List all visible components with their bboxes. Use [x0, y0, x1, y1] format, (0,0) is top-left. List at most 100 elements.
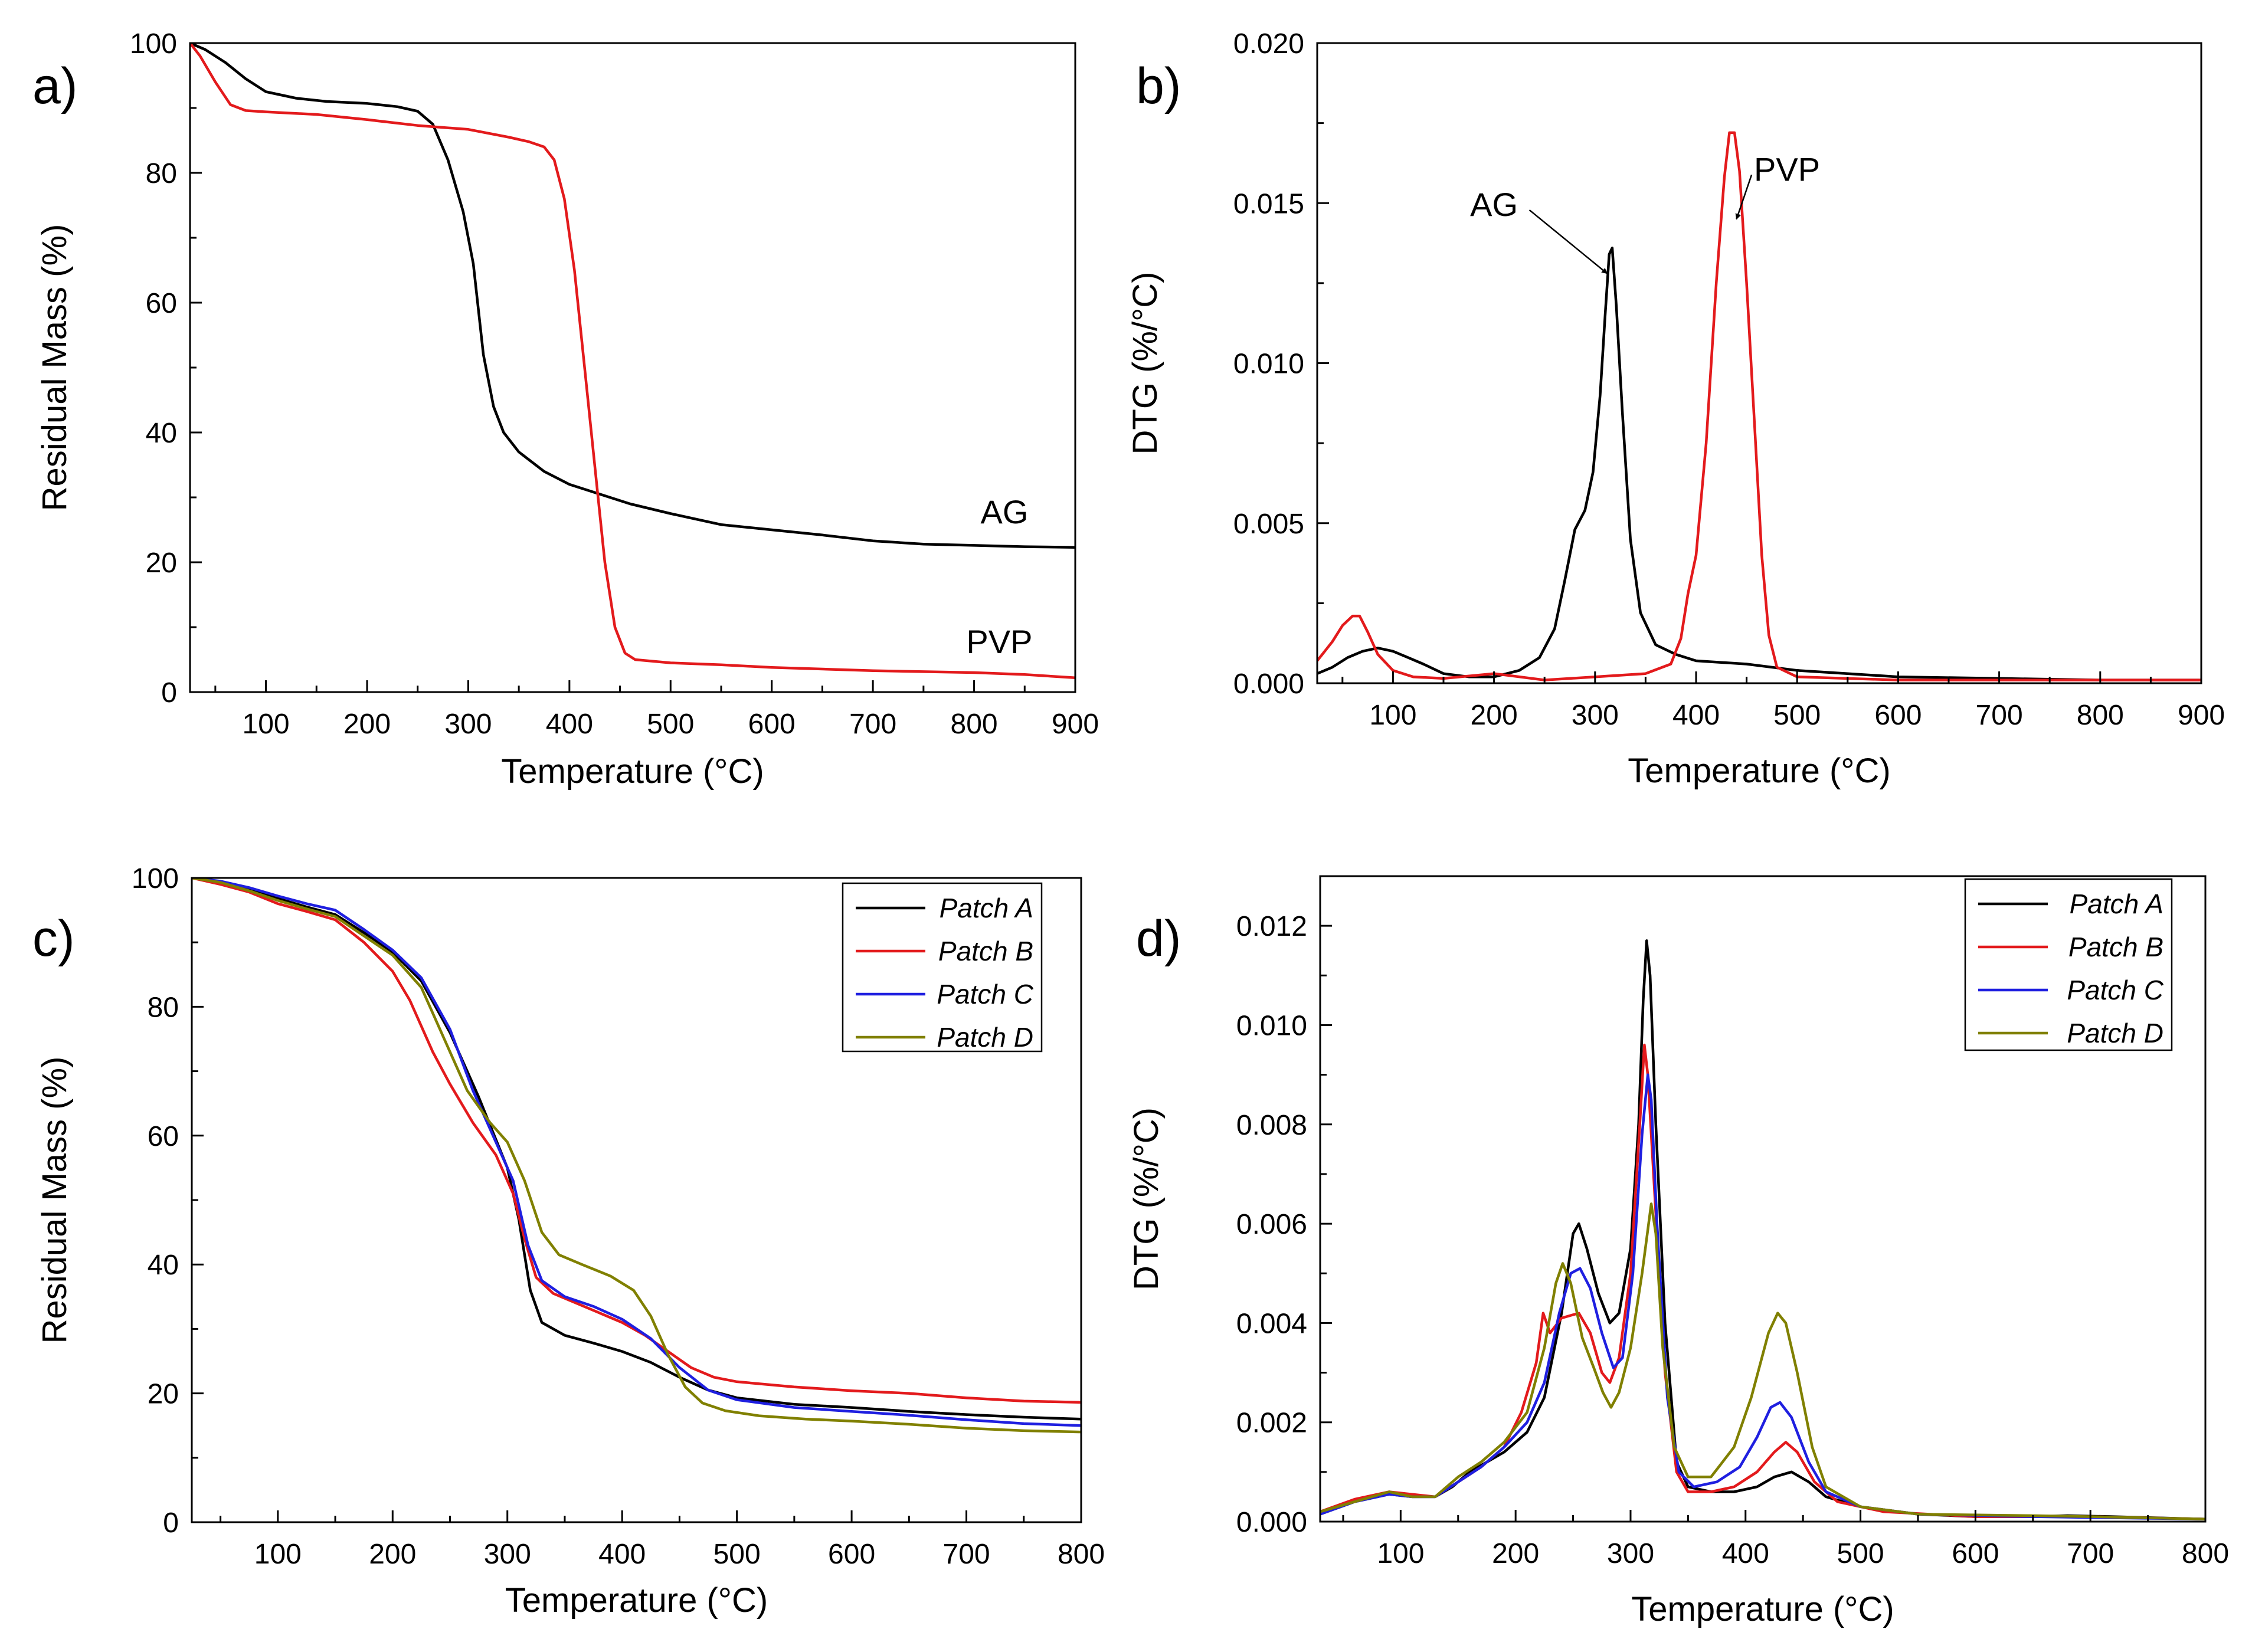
y-tick-label: 80	[148, 992, 179, 1023]
y-tick-label: 0.008	[1236, 1110, 1307, 1141]
series-line-ag	[190, 43, 1075, 549]
y-tick-label: 60	[146, 288, 177, 319]
x-tick-label: 600	[1952, 1538, 1999, 1569]
y-tick-label: 20	[146, 548, 177, 579]
x-tick-label: 300	[484, 1539, 531, 1570]
series-line-patch-c	[1320, 1073, 2205, 1521]
annotation-ag: AG	[981, 493, 1029, 530]
series-line-patch-c	[192, 878, 1081, 1427]
x-tick-label: 200	[369, 1539, 416, 1570]
legend-label: Patch B	[2068, 932, 2163, 962]
x-tick-label: 500	[1773, 700, 1821, 731]
y-tick-label: 0.002	[1236, 1408, 1307, 1439]
x-tick-label: 400	[546, 709, 593, 740]
y-tick-label: 0.010	[1233, 349, 1304, 380]
x-tick-label: 100	[254, 1539, 302, 1570]
annotation-pvp: PVP	[1754, 150, 1820, 188]
series-line-patch-d	[1320, 1202, 2205, 1521]
panel-label-c: c)	[32, 910, 75, 967]
legend-label: Patch D	[937, 1022, 1033, 1053]
x-tick-label: 500	[647, 709, 694, 740]
series-line-patch-a	[192, 878, 1081, 1421]
x-tick-label: 600	[1874, 700, 1922, 731]
panel-a: a) 100 200 300 400 500 600 700 800 900 0 20 40 60 80 10…	[32, 28, 1099, 791]
panel-b: b) 100 200 300 400 500 600 700 800 900 0.000 0.005 0…	[1126, 28, 2225, 790]
panel-label-b: b)	[1136, 58, 1181, 114]
legend-box	[1964, 878, 2173, 1051]
y-axis-label: DTG (%/°C)	[1127, 1107, 1166, 1290]
x-axis-label: Temperature (°C)	[1631, 1590, 1894, 1628]
y-tick-label: 40	[148, 1250, 179, 1281]
panel-label-a: a)	[32, 58, 77, 114]
plot-frame	[1319, 875, 2207, 1523]
y-tick-label: 0.000	[1233, 668, 1304, 700]
x-tick-label: 100	[1377, 1538, 1424, 1569]
x-tick-label: 800	[2182, 1538, 2229, 1569]
y-tick-label: 0.004	[1236, 1308, 1307, 1339]
y-tick-label: 0.012	[1236, 911, 1307, 942]
x-tick-label: 200	[1492, 1538, 1539, 1569]
y-tick-label: 0.020	[1233, 28, 1304, 60]
x-tick-label: 300	[444, 709, 492, 740]
x-tick-label: 700	[2067, 1538, 2114, 1569]
y-tick-label: 0.000	[1236, 1507, 1307, 1538]
legend-label: Patch D	[2067, 1018, 2163, 1048]
x-tick-label: 100	[243, 709, 290, 740]
panel-c: c) 100 200 300 400 500 600 700 800 0 20 40 60 80 100 Te…	[32, 863, 1105, 1620]
series-line-pvp	[190, 43, 1075, 680]
panel-label-d: d)	[1136, 910, 1181, 967]
x-tick-label: 900	[1052, 709, 1099, 740]
x-tick-label: 900	[2178, 700, 2225, 731]
legend: Patch A Patch B Patch C Patch D	[1964, 878, 2173, 1051]
y-tick-label: 0	[163, 1507, 179, 1539]
x-axis-label: Temperature (°C)	[505, 1581, 768, 1620]
series-line-ag	[1317, 246, 2201, 681]
x-tick-label: 300	[1572, 700, 1619, 731]
x-tick-label: 200	[343, 709, 391, 740]
annotation-pvp: PVP	[966, 623, 1032, 660]
x-tick-label: 400	[1672, 700, 1720, 731]
x-axis-label: Temperature (°C)	[1628, 752, 1890, 790]
legend-label: Patch A	[2070, 889, 2163, 919]
legend: Patch A Patch B Patch C Patch D	[842, 882, 1043, 1053]
legend-label: Patch A	[940, 893, 1033, 923]
y-tick-label: 60	[148, 1121, 179, 1152]
x-tick-label: 700	[1976, 700, 2023, 731]
x-tick-label: 400	[1722, 1538, 1769, 1569]
y-tick-label: 100	[132, 863, 179, 894]
x-tick-label: 700	[849, 709, 896, 740]
x-tick-label: 500	[1837, 1538, 1884, 1569]
y-tick-label: 0	[161, 677, 177, 709]
legend-box	[842, 882, 1043, 1053]
series-line-patch-b	[1320, 1043, 2205, 1521]
x-tick-label: 100	[1369, 700, 1416, 731]
x-tick-label: 500	[713, 1539, 761, 1570]
series-line-patch-b	[192, 878, 1081, 1404]
x-tick-label: 800	[951, 709, 998, 740]
y-tick-label: 0.005	[1233, 509, 1304, 540]
annotation-ag: AG	[1470, 186, 1518, 223]
annotation-arrow-pvp	[1735, 174, 1753, 220]
y-tick-label: 80	[146, 158, 177, 189]
x-tick-label: 600	[748, 709, 796, 740]
series-line-patch-d	[192, 878, 1081, 1434]
x-tick-label: 800	[2077, 700, 2124, 731]
y-tick-label: 0.006	[1236, 1209, 1307, 1240]
x-tick-label: 300	[1607, 1538, 1654, 1569]
annotation-arrow-ag	[1528, 209, 1608, 274]
x-tick-label: 800	[1058, 1539, 1105, 1570]
legend-label: Patch C	[2067, 975, 2163, 1005]
y-axis-label: DTG (%/°C)	[1126, 272, 1164, 455]
plot-frame	[1316, 42, 2202, 684]
y-axis-label: Residual Mass (%)	[35, 1057, 74, 1344]
panel-d: d) 100 200 300 400 500 600 700 800 0.000 0.002 0.00…	[1127, 875, 2229, 1628]
y-tick-label: 40	[146, 418, 177, 449]
legend-label: Patch B	[938, 936, 1033, 966]
y-tick-label: 20	[148, 1379, 179, 1410]
plot-frame	[189, 42, 1076, 693]
x-tick-label: 600	[828, 1539, 875, 1570]
legend-label: Patch C	[937, 979, 1033, 1009]
y-tick-label: 0.015	[1233, 188, 1304, 219]
series-line-pvp	[1317, 131, 2201, 681]
